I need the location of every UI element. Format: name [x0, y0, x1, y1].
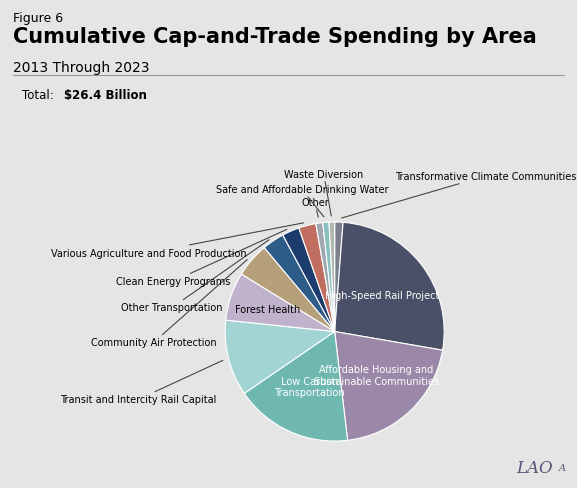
Wedge shape [299, 224, 335, 332]
Text: Forest Health: Forest Health [235, 304, 300, 314]
Text: Low Carbon
Transportation: Low Carbon Transportation [275, 376, 345, 397]
Text: Various Agriculture and Food Production: Various Agriculture and Food Production [51, 224, 304, 258]
Text: Affordable Housing and
Sustainable Communities: Affordable Housing and Sustainable Commu… [313, 365, 439, 386]
Text: Transformative Climate Communities: Transformative Climate Communities [342, 172, 576, 219]
Wedge shape [264, 236, 335, 332]
Text: Waste Diversion: Waste Diversion [284, 169, 364, 217]
Text: $26.4 Billion: $26.4 Billion [63, 89, 147, 102]
Wedge shape [329, 223, 335, 332]
Wedge shape [335, 332, 443, 440]
Wedge shape [335, 223, 444, 350]
Text: LAO: LAO [516, 459, 553, 476]
Text: 2013 Through 2023: 2013 Through 2023 [13, 61, 149, 75]
Text: Figure 6: Figure 6 [13, 12, 63, 25]
Text: High-Speed Rail Project: High-Speed Rail Project [325, 290, 440, 300]
Wedge shape [335, 223, 343, 332]
Text: Safe and Affordable Drinking Water: Safe and Affordable Drinking Water [216, 185, 388, 218]
Text: Clean Energy Programs: Clean Energy Programs [116, 230, 287, 286]
Wedge shape [316, 223, 335, 332]
Wedge shape [283, 228, 335, 332]
Text: Other: Other [301, 198, 329, 218]
Text: Cumulative Cap-and-Trade Spending by Area: Cumulative Cap-and-Trade Spending by Are… [13, 27, 537, 47]
Wedge shape [225, 321, 335, 394]
Text: Total:: Total: [22, 89, 57, 102]
Wedge shape [241, 248, 335, 332]
Text: Community Air Protection: Community Air Protection [91, 260, 247, 348]
Text: Other Transportation: Other Transportation [121, 240, 269, 313]
Wedge shape [323, 223, 335, 332]
Wedge shape [244, 332, 347, 441]
Text: A: A [559, 464, 565, 472]
Wedge shape [226, 274, 335, 332]
Text: Transit and Intercity Rail Capital: Transit and Intercity Rail Capital [60, 361, 223, 405]
